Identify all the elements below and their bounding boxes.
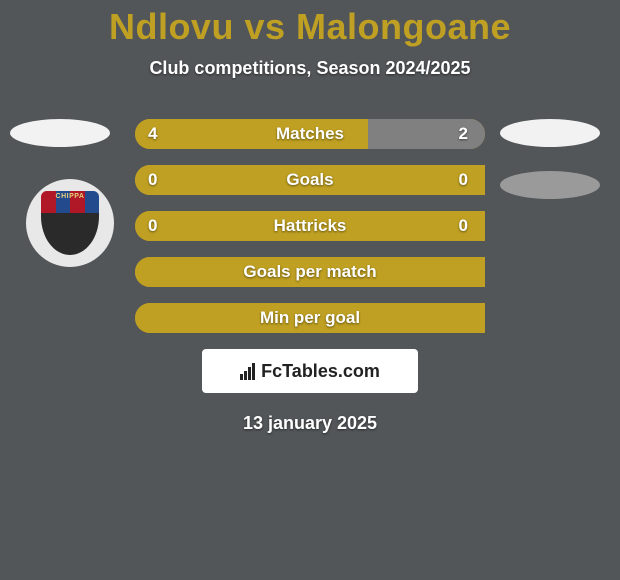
stat-track xyxy=(135,303,485,333)
vs-text: vs xyxy=(244,6,285,47)
shield-icon: CHIPPA xyxy=(41,191,99,255)
stat-value-right: 0 xyxy=(459,165,468,195)
stat-value-right: 2 xyxy=(459,119,468,149)
stat-track xyxy=(135,119,485,149)
club-crest-left: CHIPPA xyxy=(26,179,114,267)
stat-fill-left xyxy=(135,303,485,333)
stat-track xyxy=(135,257,485,287)
stat-row: 42Matches xyxy=(0,119,620,149)
player1-name: Ndlovu xyxy=(109,6,234,47)
stat-fill-left xyxy=(135,119,368,149)
stat-value-left: 0 xyxy=(148,165,157,195)
page-title: Ndlovu vs Malongoane xyxy=(0,0,620,48)
date-text: 13 january 2025 xyxy=(0,413,620,434)
stat-row: Goals per match xyxy=(0,257,620,287)
player2-name: Malongoane xyxy=(296,6,511,47)
shield-text: CHIPPA xyxy=(41,193,99,200)
source-text: FcTables.com xyxy=(261,361,380,382)
stat-value-left: 0 xyxy=(148,211,157,241)
stat-track xyxy=(135,211,485,241)
comparison-infographic: Ndlovu vs Malongoane Club competitions, … xyxy=(0,0,620,580)
bars-icon xyxy=(240,363,255,380)
stat-fill-left xyxy=(135,257,485,287)
source-badge: FcTables.com xyxy=(202,349,418,393)
stat-row: Min per goal xyxy=(0,303,620,333)
stat-fill-left xyxy=(135,165,485,195)
stat-value-left: 4 xyxy=(148,119,157,149)
stat-track xyxy=(135,165,485,195)
subtitle: Club competitions, Season 2024/2025 xyxy=(0,58,620,79)
stat-fill-left xyxy=(135,211,485,241)
stat-value-right: 0 xyxy=(459,211,468,241)
